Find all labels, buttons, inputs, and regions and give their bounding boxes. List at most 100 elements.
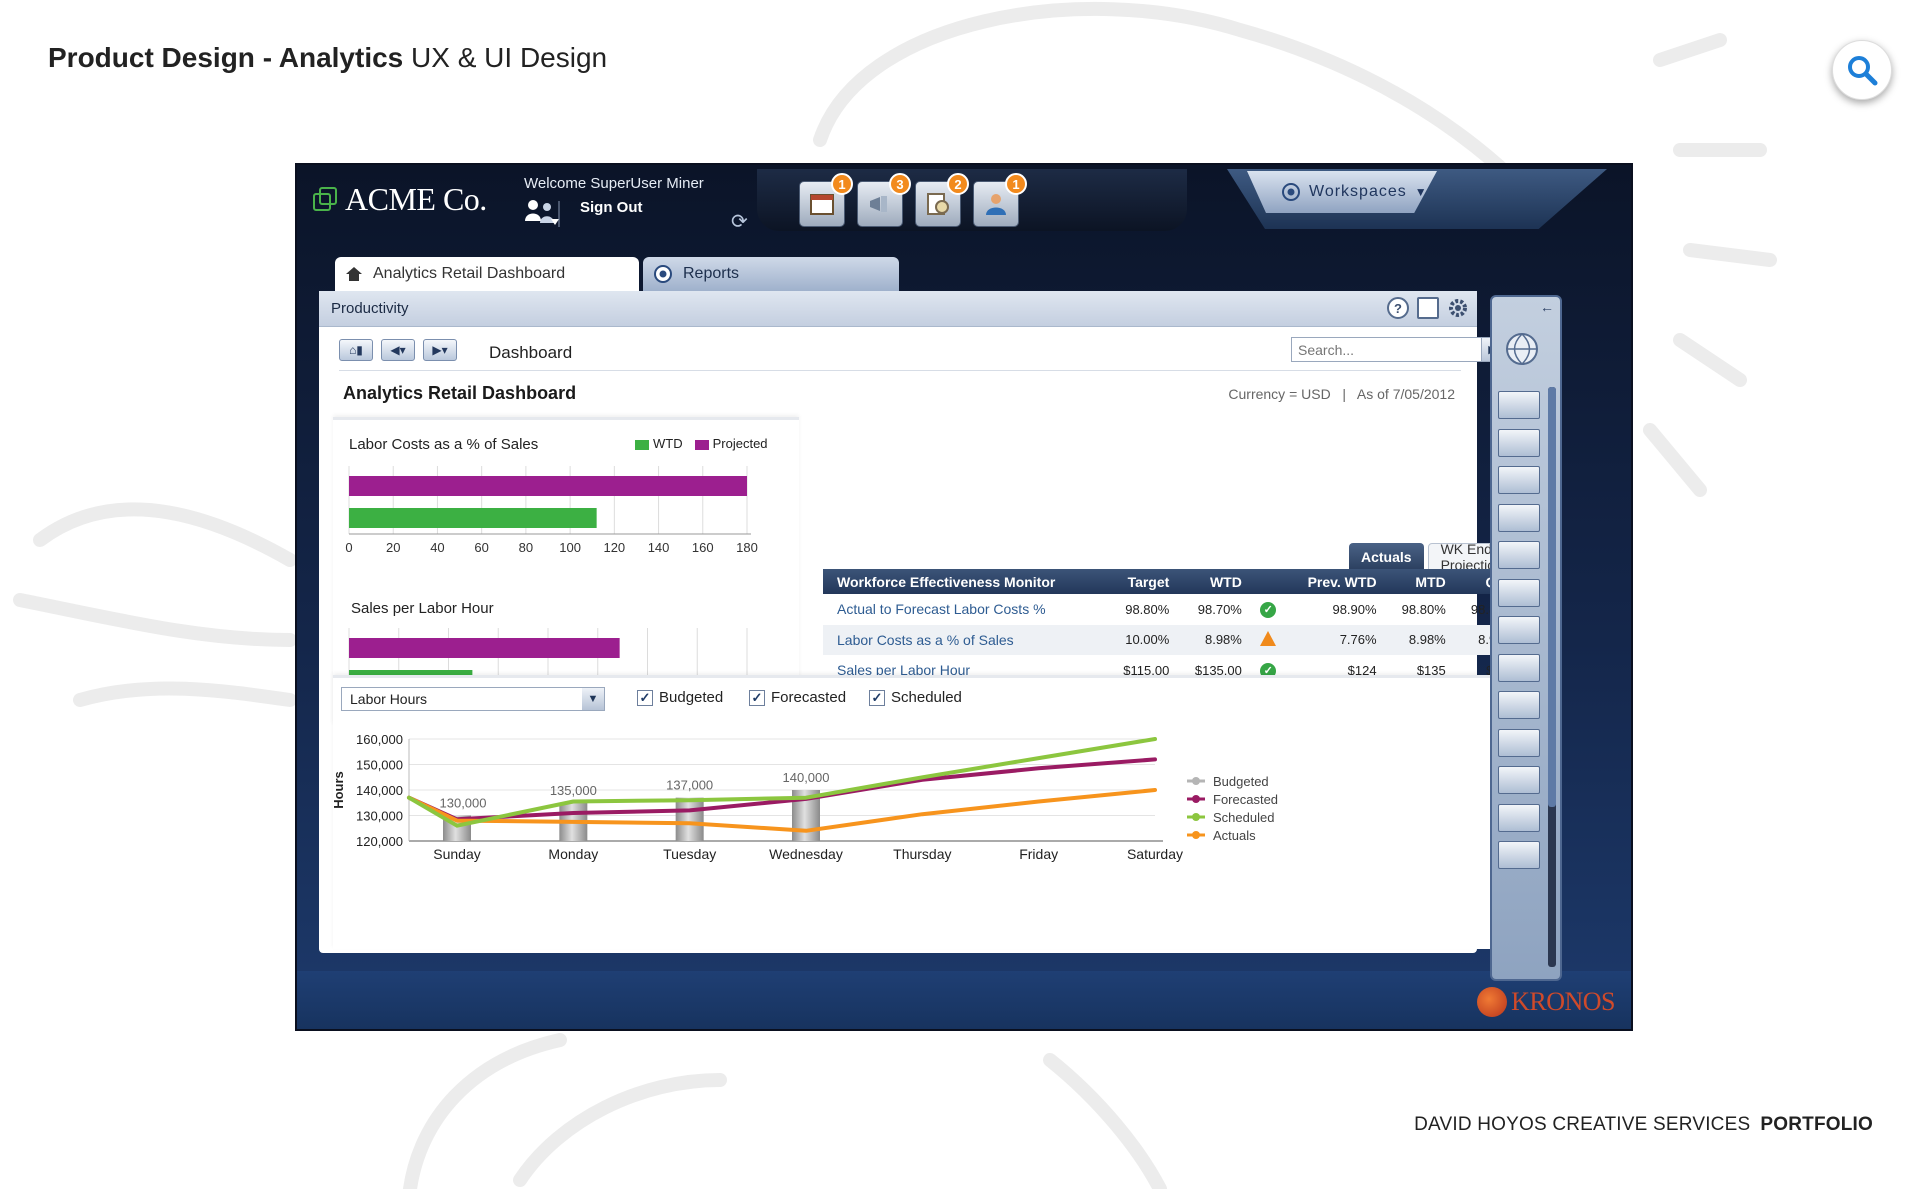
maximize-icon[interactable] bbox=[1417, 297, 1439, 319]
mtd-value: $135 bbox=[1416, 662, 1446, 678]
legend-item-scheduled[interactable]: Scheduled bbox=[1187, 810, 1274, 825]
help-icon[interactable]: ? bbox=[1387, 297, 1409, 319]
side-launcher-button[interactable] bbox=[1498, 503, 1540, 532]
chevron-down-icon[interactable]: ▼ bbox=[582, 688, 604, 710]
home-chart-button[interactable]: ⌂▮ bbox=[339, 339, 373, 361]
side-launcher-button[interactable] bbox=[1498, 578, 1540, 607]
side-launcher-button[interactable] bbox=[1498, 466, 1540, 494]
tool-button-schedule[interactable]: 1 bbox=[799, 173, 853, 227]
status-cell: ✓ bbox=[1250, 655, 1287, 686]
tool-button-people[interactable]: 1 bbox=[973, 173, 1027, 227]
x-tick-label: Saturday bbox=[1127, 846, 1183, 862]
column-header: Workforce Effectiveness Monitor bbox=[823, 569, 1100, 594]
table-row[interactable]: Actual to Forecast Labor Costs % 98.80% 98… bbox=[823, 594, 1523, 625]
tick-label: 20 bbox=[386, 540, 400, 555]
metric-name[interactable]: Actual to Forecast Labor Costs % bbox=[837, 601, 1046, 618]
tab-actuals[interactable]: Actuals bbox=[1349, 543, 1424, 571]
status-cell bbox=[1249, 624, 1287, 655]
legend-item-forecasted[interactable]: Forecasted bbox=[1187, 792, 1278, 807]
user-switch-icon[interactable] bbox=[523, 197, 561, 227]
side-launcher-button[interactable] bbox=[1498, 541, 1540, 569]
tab-analytics-retail-dashboard[interactable]: Analytics Retail Dashboard bbox=[335, 257, 639, 291]
legend-label: Forecasted bbox=[1213, 792, 1278, 807]
currency-label: Currency = USD bbox=[1228, 386, 1331, 402]
checkbox-icon[interactable]: ✓ bbox=[869, 689, 885, 706]
clock-document-icon bbox=[927, 193, 949, 215]
legend-marker bbox=[1192, 777, 1200, 785]
search-input[interactable] bbox=[1291, 337, 1503, 362]
side-launcher-button[interactable] bbox=[1498, 428, 1540, 457]
side-launcher-button[interactable] bbox=[1498, 728, 1540, 757]
bar-projected[interactable] bbox=[349, 476, 747, 496]
y-tick-label: 130,000 bbox=[356, 809, 403, 824]
forward-button[interactable]: ▶▾ bbox=[423, 339, 457, 361]
budgeted-bar[interactable] bbox=[675, 797, 704, 841]
bar-wtd[interactable] bbox=[349, 508, 597, 528]
series-line-scheduled[interactable] bbox=[407, 737, 1157, 828]
metric-name[interactable]: Sales per Labor Hour bbox=[837, 662, 971, 679]
series-line-forecasted[interactable] bbox=[407, 757, 1157, 822]
table-row[interactable]: Labor Costs as a % of Sales 10.00% 8.98% 7.… bbox=[823, 624, 1523, 655]
column-header bbox=[1249, 569, 1287, 594]
bar-data-label: 137,000 bbox=[666, 778, 713, 793]
welcome-text: Welcome SuperUser Miner bbox=[524, 175, 704, 192]
back-button[interactable]: ◀▾ bbox=[381, 339, 415, 361]
side-launcher-button[interactable] bbox=[1498, 691, 1540, 719]
side-launcher: ← bbox=[1490, 295, 1562, 981]
checkbox-forecasted[interactable]: ✓ Forecasted bbox=[749, 689, 846, 706]
globe-icon[interactable] bbox=[1502, 329, 1542, 369]
home-chart-icon: ⌂▮ bbox=[349, 343, 363, 357]
metric-select[interactable]: Labor Hours ▼ bbox=[341, 687, 605, 711]
gear-icon[interactable] bbox=[1447, 297, 1469, 319]
sign-out-link[interactable]: Sign Out bbox=[580, 199, 643, 216]
check-circle-icon: ✓ bbox=[1260, 601, 1277, 618]
bar-projected[interactable] bbox=[349, 638, 620, 658]
x-tick-label: Sunday bbox=[433, 846, 480, 862]
checkbox-icon[interactable]: ✓ bbox=[749, 689, 765, 706]
labor-hours-line-chart: 160,000 150,000 140,000 130,000 120,000 Hours… bbox=[331, 732, 1278, 862]
checkbox-label: Scheduled bbox=[891, 689, 962, 706]
legend-item-budgeted[interactable]: Budgeted bbox=[1187, 774, 1269, 789]
labor-costs-chart-title: Labor Costs as a % of Sales bbox=[349, 436, 539, 453]
legend-item-actuals[interactable]: Actuals bbox=[1187, 828, 1256, 843]
target-icon bbox=[1282, 183, 1300, 201]
arrow-right-icon: ▶▾ bbox=[432, 343, 448, 357]
collapse-arrow-icon[interactable]: ← bbox=[1540, 299, 1554, 315]
tool-button-announcements[interactable]: 3 bbox=[857, 173, 911, 227]
side-launcher-button[interactable] bbox=[1498, 616, 1540, 644]
checkbox-scheduled[interactable]: ✓ Scheduled bbox=[869, 689, 962, 706]
megaphone-icon bbox=[870, 196, 887, 212]
workspaces-label: Workspaces bbox=[1309, 183, 1407, 200]
prev-wtd-value: $124 bbox=[1347, 662, 1377, 678]
target-value: 10.00% bbox=[1099, 624, 1178, 655]
metric-name[interactable]: Labor Costs as a % of Sales bbox=[823, 624, 1100, 655]
tool-button-timecard[interactable]: 2 bbox=[915, 173, 969, 227]
checkbox-icon[interactable]: ✓ bbox=[637, 689, 653, 706]
tab-reports[interactable]: Reports bbox=[643, 257, 899, 291]
kronos-logo: KRONOS bbox=[1477, 987, 1615, 1017]
tick-label: 0 bbox=[345, 540, 352, 555]
prev-wtd-value: 98.90% bbox=[1332, 601, 1377, 617]
target-value: 98.80% bbox=[1125, 601, 1170, 617]
as-of-date: As of 7/05/2012 bbox=[1356, 386, 1455, 402]
y-tick-label: 150,000 bbox=[356, 758, 403, 773]
side-launcher-button[interactable] bbox=[1498, 391, 1540, 419]
legend-label: Actuals bbox=[1213, 828, 1256, 843]
refresh-icon[interactable]: ⟳ bbox=[731, 211, 748, 233]
side-launcher-button[interactable] bbox=[1498, 841, 1540, 869]
wtd-value: 8.98% bbox=[1177, 624, 1250, 655]
side-launcher-button[interactable] bbox=[1498, 803, 1540, 832]
side-launcher-button[interactable] bbox=[1498, 653, 1540, 682]
portfolio-search-button[interactable] bbox=[1832, 40, 1892, 100]
warning-icon bbox=[1260, 630, 1277, 646]
app-bottom-bar bbox=[297, 971, 1631, 1029]
checkbox-budgeted[interactable]: ✓ Budgeted bbox=[637, 689, 723, 706]
side-scrollbar[interactable] bbox=[1548, 387, 1556, 967]
labor-charts-card: Labor Costs as a % of Sales WTD Projecte… bbox=[333, 417, 799, 725]
meta-separator: | bbox=[1342, 386, 1347, 402]
kronos-mark-icon bbox=[1477, 987, 1508, 1017]
side-launcher-button[interactable] bbox=[1498, 766, 1540, 794]
kronos-app-window: ACME Co. Welcome SuperUser Miner Sign Ou… bbox=[295, 163, 1633, 1031]
workspaces-dropdown[interactable]: Workspaces ▼ bbox=[1247, 171, 1437, 213]
side-scrollbar-thumb[interactable] bbox=[1548, 387, 1556, 807]
